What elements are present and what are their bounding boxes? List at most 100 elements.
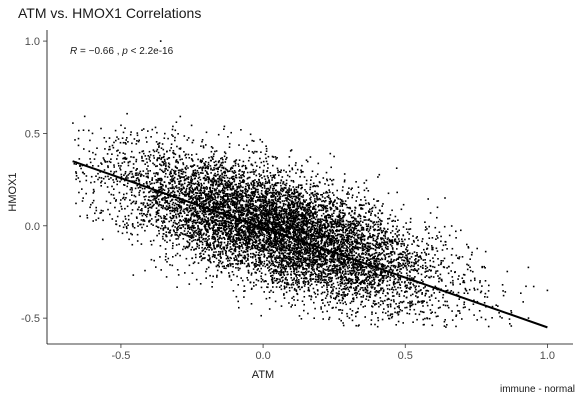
scatter-point	[106, 161, 108, 163]
scatter-point	[263, 172, 265, 174]
scatter-point	[168, 197, 170, 199]
scatter-point	[304, 291, 306, 293]
scatter-point	[215, 224, 217, 226]
scatter-point	[336, 203, 338, 205]
scatter-point	[373, 198, 375, 200]
scatter-point	[184, 230, 186, 232]
scatter-point	[251, 188, 253, 190]
scatter-point	[229, 250, 231, 252]
scatter-point	[488, 285, 490, 287]
scatter-point	[407, 302, 409, 304]
scatter-point	[333, 268, 335, 270]
scatter-point	[438, 281, 440, 283]
scatter-point	[385, 257, 387, 259]
scatter-point	[286, 248, 288, 250]
scatter-point	[150, 183, 152, 185]
scatter-point	[273, 192, 275, 194]
scatter-point	[127, 177, 129, 179]
scatter-point	[356, 223, 358, 225]
scatter-point	[359, 293, 361, 295]
chart-title: ATM vs. HMOX1 Correlations	[18, 5, 201, 21]
scatter-point	[425, 271, 427, 273]
scatter-point	[410, 228, 412, 230]
scatter-point	[310, 156, 312, 158]
scatter-point	[328, 279, 330, 281]
scatter-point	[212, 236, 214, 238]
scatter-point	[397, 219, 399, 221]
scatter-point	[270, 185, 272, 187]
scatter-point	[222, 234, 224, 236]
scatter-point	[265, 274, 267, 276]
scatter-point	[184, 272, 186, 274]
scatter-point	[218, 242, 220, 244]
scatter-point	[167, 170, 169, 172]
scatter-point	[322, 302, 324, 304]
scatter-point	[247, 217, 249, 219]
scatter-point	[471, 252, 473, 254]
scatter-point	[428, 226, 430, 228]
y-tick-label: -0.5	[21, 313, 40, 325]
scatter-point	[315, 222, 317, 224]
scatter-point	[256, 279, 258, 281]
scatter-point	[414, 268, 416, 270]
scatter-point	[183, 203, 185, 205]
scatter-point	[212, 208, 214, 210]
scatter-point	[153, 260, 155, 262]
scatter-point	[97, 173, 99, 175]
scatter-point	[333, 283, 335, 285]
scatter-point	[392, 226, 394, 228]
scatter-point	[312, 255, 314, 257]
scatter-point	[119, 225, 121, 227]
scatter-point	[370, 275, 372, 277]
scatter-point	[336, 292, 338, 294]
scatter-point	[104, 182, 106, 184]
scatter-point	[394, 251, 396, 253]
scatter-point	[174, 173, 176, 175]
scatter-point	[347, 266, 349, 268]
scatter-point	[287, 195, 289, 197]
scatter-point	[191, 241, 193, 243]
scatter-point	[312, 194, 314, 196]
scatter-point	[398, 254, 400, 256]
scatter-point	[289, 290, 291, 292]
scatter-point	[183, 238, 185, 240]
scatter-point	[444, 321, 446, 323]
scatter-point	[220, 251, 222, 253]
scatter-point	[304, 296, 306, 298]
scatter-point	[203, 190, 205, 192]
scatter-point	[336, 288, 338, 290]
scatter-point	[327, 293, 329, 295]
scatter-point	[317, 238, 319, 240]
scatter-point	[364, 269, 366, 271]
scatter-point	[170, 171, 172, 173]
scatter-point	[136, 143, 138, 145]
scatter-point	[267, 182, 269, 184]
scatter-point	[322, 318, 324, 320]
y-axis-title: HMOX1	[7, 172, 19, 211]
scatter-point	[356, 256, 358, 258]
scatter-point	[280, 285, 282, 287]
scatter-point	[434, 267, 436, 269]
scatter-point	[93, 189, 95, 191]
scatter-point	[436, 217, 438, 219]
scatter-point	[162, 238, 164, 240]
scatter-point	[98, 165, 100, 167]
scatter-point	[142, 215, 144, 217]
scatter-point	[208, 157, 210, 159]
scatter-point	[373, 274, 375, 276]
scatter-point	[154, 175, 156, 177]
scatter-point	[221, 243, 223, 245]
scatter-point	[296, 236, 298, 238]
scatter-point	[278, 262, 280, 264]
scatter-point	[122, 162, 124, 164]
scatter-point	[347, 207, 349, 209]
scatter-point	[435, 312, 437, 314]
scatter-point	[76, 173, 78, 175]
scatter-point	[159, 256, 161, 258]
scatter-point	[459, 256, 461, 258]
scatter-point	[217, 241, 219, 243]
scatter-point	[140, 176, 142, 178]
scatter-point	[306, 183, 308, 185]
scatter-point	[250, 225, 252, 227]
scatter-point	[277, 199, 279, 201]
